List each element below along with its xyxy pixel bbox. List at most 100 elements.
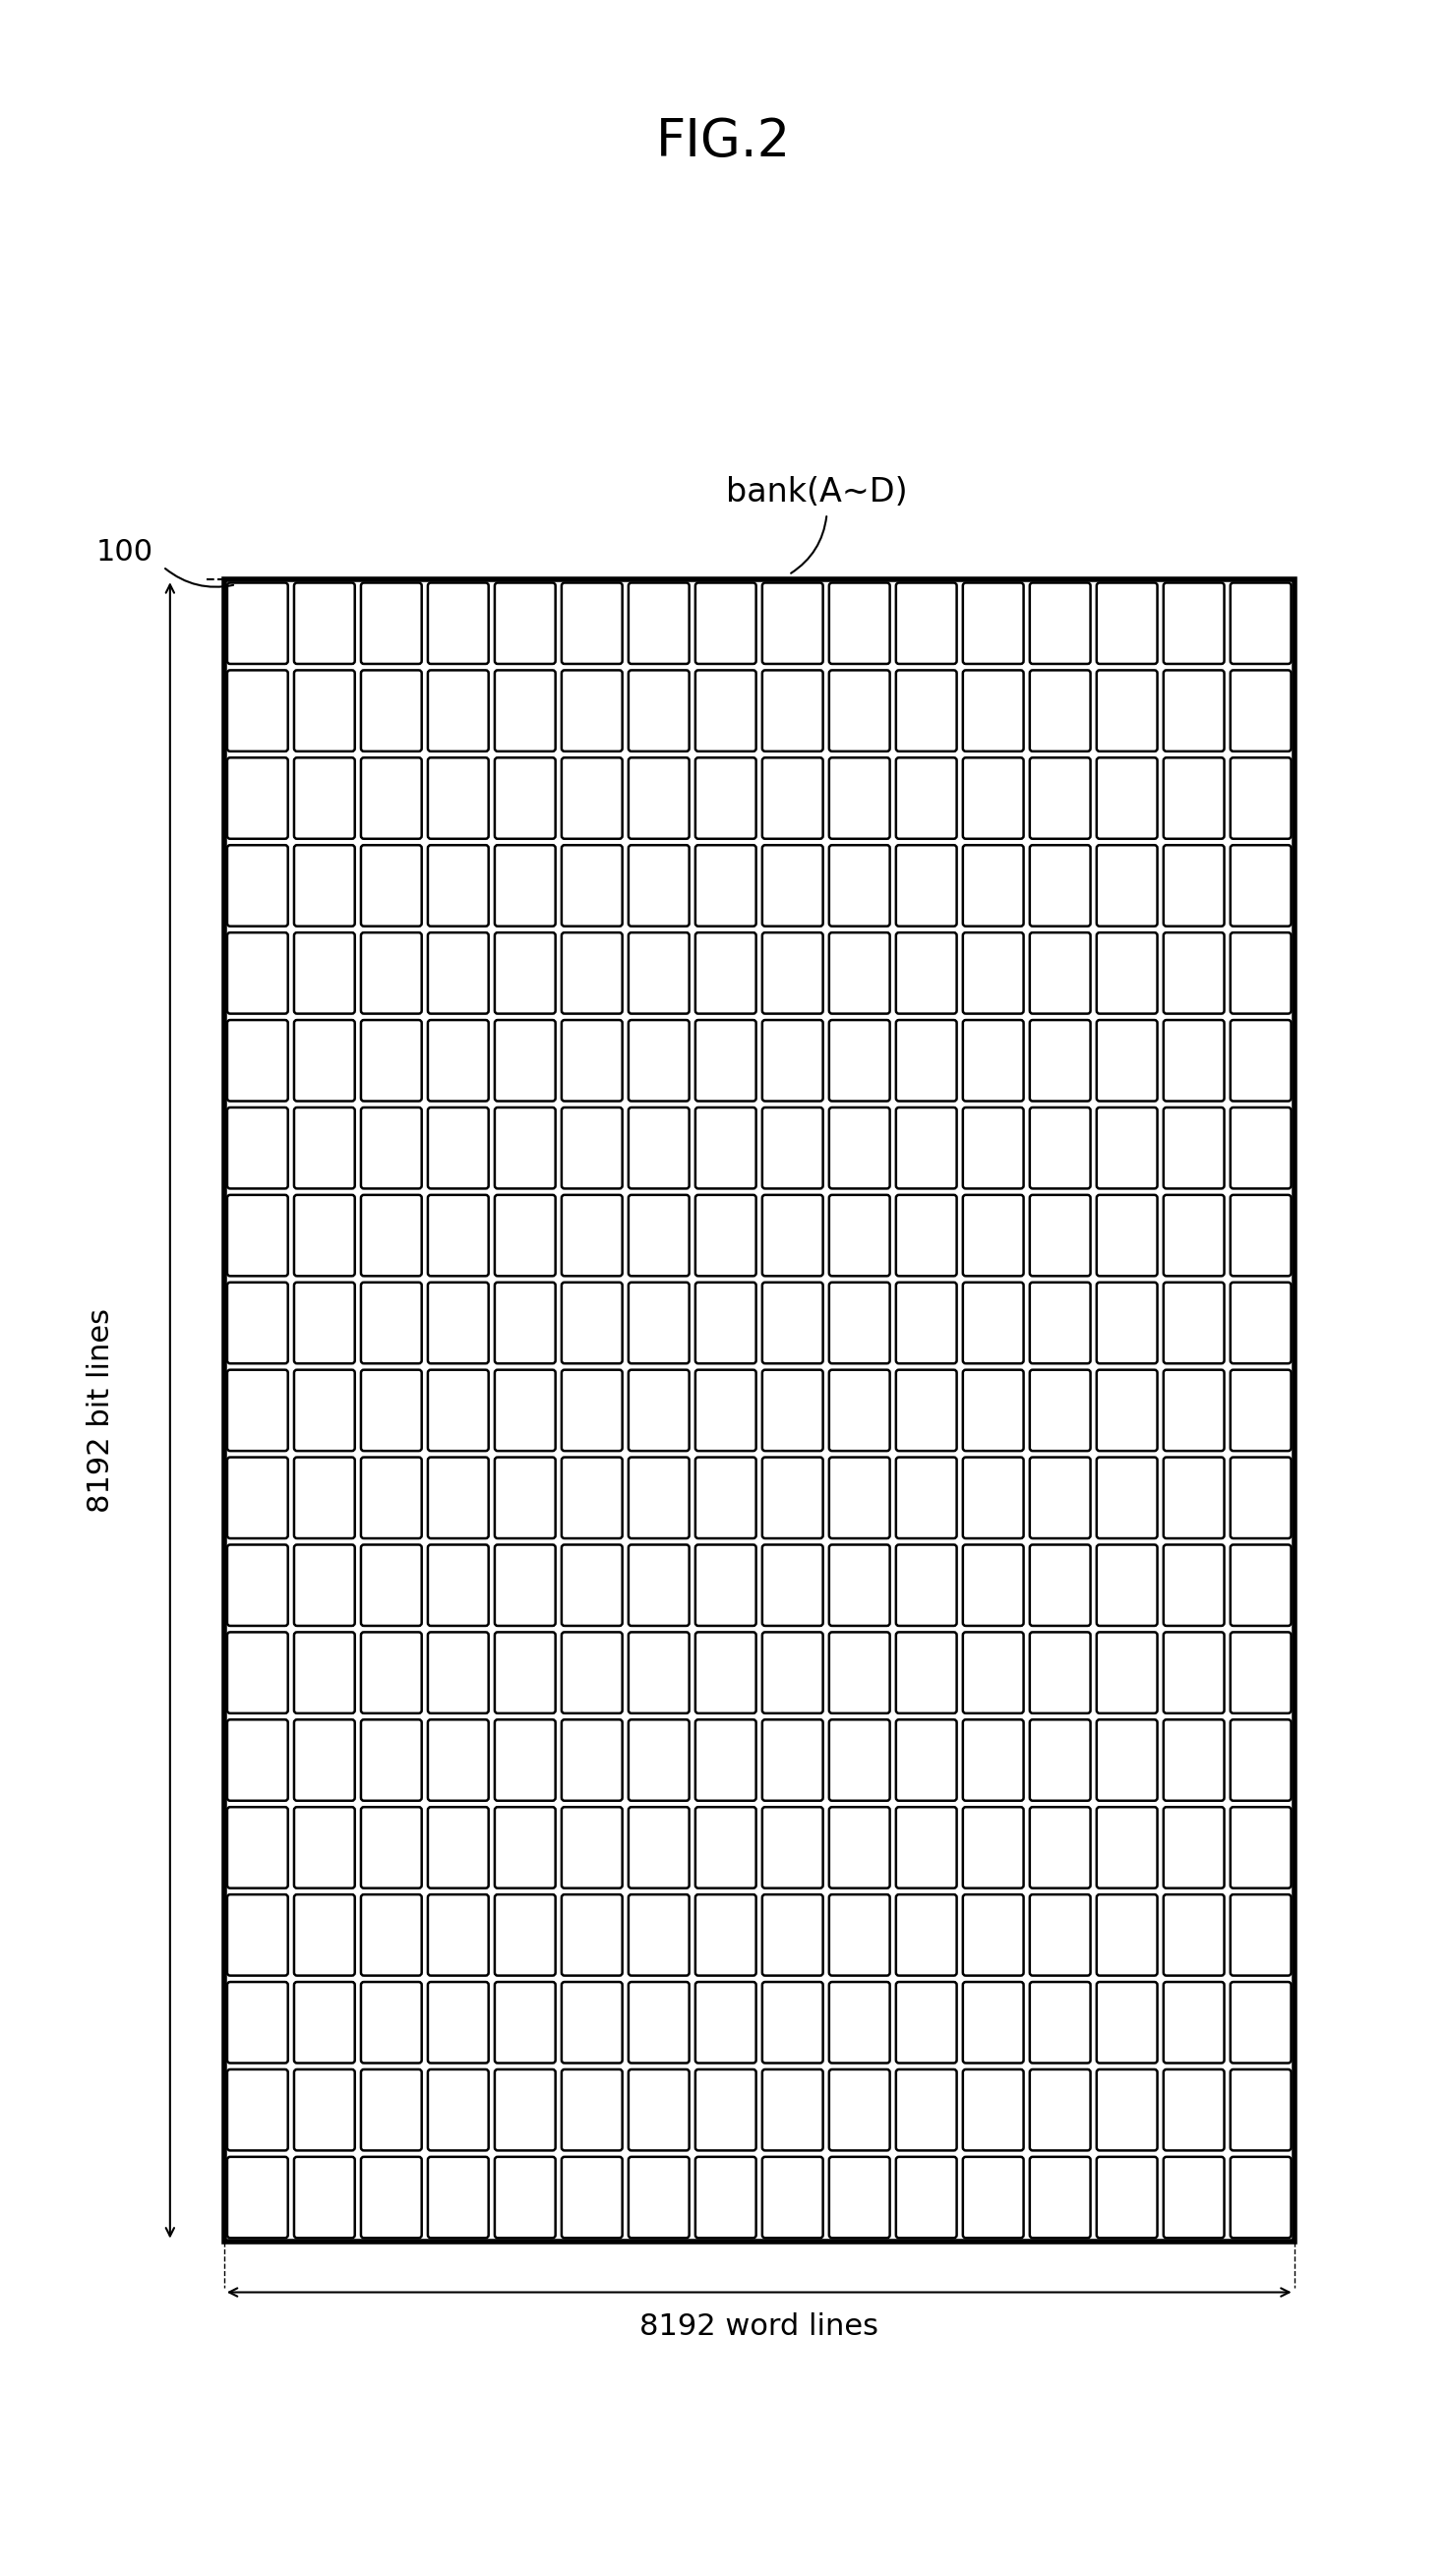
FancyBboxPatch shape bbox=[561, 582, 622, 665]
FancyBboxPatch shape bbox=[963, 670, 1024, 752]
FancyBboxPatch shape bbox=[1231, 757, 1291, 840]
FancyBboxPatch shape bbox=[1096, 1633, 1157, 1713]
FancyBboxPatch shape bbox=[227, 1546, 288, 1625]
FancyBboxPatch shape bbox=[428, 2069, 489, 2151]
FancyBboxPatch shape bbox=[428, 1195, 489, 1275]
FancyBboxPatch shape bbox=[1030, 1893, 1090, 1976]
FancyBboxPatch shape bbox=[963, 1108, 1024, 1188]
FancyBboxPatch shape bbox=[897, 2069, 957, 2151]
FancyBboxPatch shape bbox=[963, 933, 1024, 1015]
FancyBboxPatch shape bbox=[561, 670, 622, 752]
FancyBboxPatch shape bbox=[294, 1981, 354, 2063]
FancyBboxPatch shape bbox=[1164, 1633, 1225, 1713]
Text: 8192 bit lines: 8192 bit lines bbox=[87, 1309, 116, 1512]
FancyBboxPatch shape bbox=[897, 1546, 957, 1625]
FancyBboxPatch shape bbox=[629, 2156, 690, 2239]
FancyBboxPatch shape bbox=[897, 1370, 957, 1450]
FancyBboxPatch shape bbox=[696, 1721, 756, 1801]
FancyBboxPatch shape bbox=[227, 1020, 288, 1100]
FancyBboxPatch shape bbox=[963, 757, 1024, 840]
FancyBboxPatch shape bbox=[1164, 1108, 1225, 1188]
FancyBboxPatch shape bbox=[1096, 1721, 1157, 1801]
FancyBboxPatch shape bbox=[362, 1283, 422, 1363]
FancyBboxPatch shape bbox=[362, 1721, 422, 1801]
FancyBboxPatch shape bbox=[227, 1108, 288, 1188]
FancyBboxPatch shape bbox=[829, 1195, 889, 1275]
FancyBboxPatch shape bbox=[696, 1370, 756, 1450]
FancyBboxPatch shape bbox=[428, 1893, 489, 1976]
FancyBboxPatch shape bbox=[495, 1981, 555, 2063]
FancyBboxPatch shape bbox=[495, 1020, 555, 1100]
FancyBboxPatch shape bbox=[762, 2156, 823, 2239]
FancyBboxPatch shape bbox=[963, 1195, 1024, 1275]
FancyBboxPatch shape bbox=[897, 845, 957, 927]
FancyBboxPatch shape bbox=[696, 1108, 756, 1188]
FancyBboxPatch shape bbox=[294, 1893, 354, 1976]
FancyBboxPatch shape bbox=[495, 2156, 555, 2239]
FancyBboxPatch shape bbox=[696, 845, 756, 927]
FancyBboxPatch shape bbox=[1030, 1721, 1090, 1801]
FancyBboxPatch shape bbox=[1096, 933, 1157, 1015]
FancyBboxPatch shape bbox=[294, 1721, 354, 1801]
FancyBboxPatch shape bbox=[1164, 1981, 1225, 2063]
FancyBboxPatch shape bbox=[963, 1721, 1024, 1801]
FancyBboxPatch shape bbox=[963, 1283, 1024, 1363]
FancyBboxPatch shape bbox=[963, 2069, 1024, 2151]
FancyBboxPatch shape bbox=[762, 2069, 823, 2151]
FancyBboxPatch shape bbox=[227, 1981, 288, 2063]
FancyBboxPatch shape bbox=[696, 1806, 756, 1888]
FancyBboxPatch shape bbox=[1231, 1283, 1291, 1363]
FancyBboxPatch shape bbox=[495, 1370, 555, 1450]
FancyBboxPatch shape bbox=[1096, 1981, 1157, 2063]
FancyBboxPatch shape bbox=[829, 1981, 889, 2063]
FancyBboxPatch shape bbox=[428, 1370, 489, 1450]
FancyBboxPatch shape bbox=[294, 1633, 354, 1713]
FancyBboxPatch shape bbox=[963, 1458, 1024, 1538]
FancyBboxPatch shape bbox=[1030, 1806, 1090, 1888]
FancyBboxPatch shape bbox=[1164, 757, 1225, 840]
FancyBboxPatch shape bbox=[362, 1893, 422, 1976]
FancyBboxPatch shape bbox=[762, 845, 823, 927]
FancyBboxPatch shape bbox=[561, 2156, 622, 2239]
FancyBboxPatch shape bbox=[1231, 1370, 1291, 1450]
FancyBboxPatch shape bbox=[897, 1283, 957, 1363]
FancyBboxPatch shape bbox=[696, 670, 756, 752]
FancyBboxPatch shape bbox=[762, 1893, 823, 1976]
FancyBboxPatch shape bbox=[1030, 845, 1090, 927]
FancyBboxPatch shape bbox=[495, 1546, 555, 1625]
FancyBboxPatch shape bbox=[362, 670, 422, 752]
FancyBboxPatch shape bbox=[1164, 933, 1225, 1015]
FancyBboxPatch shape bbox=[1030, 2069, 1090, 2151]
FancyBboxPatch shape bbox=[963, 1806, 1024, 1888]
FancyBboxPatch shape bbox=[1030, 1020, 1090, 1100]
FancyBboxPatch shape bbox=[294, 2156, 354, 2239]
FancyBboxPatch shape bbox=[762, 1283, 823, 1363]
FancyBboxPatch shape bbox=[897, 670, 957, 752]
FancyBboxPatch shape bbox=[428, 670, 489, 752]
FancyBboxPatch shape bbox=[362, 2156, 422, 2239]
FancyBboxPatch shape bbox=[227, 1806, 288, 1888]
FancyBboxPatch shape bbox=[495, 1806, 555, 1888]
FancyBboxPatch shape bbox=[227, 1370, 288, 1450]
FancyBboxPatch shape bbox=[963, 1893, 1024, 1976]
FancyBboxPatch shape bbox=[1030, 757, 1090, 840]
FancyBboxPatch shape bbox=[362, 1806, 422, 1888]
FancyBboxPatch shape bbox=[294, 933, 354, 1015]
FancyBboxPatch shape bbox=[696, 582, 756, 665]
FancyBboxPatch shape bbox=[1096, 1806, 1157, 1888]
FancyBboxPatch shape bbox=[1231, 845, 1291, 927]
FancyBboxPatch shape bbox=[227, 845, 288, 927]
FancyBboxPatch shape bbox=[629, 1981, 690, 2063]
FancyBboxPatch shape bbox=[495, 1195, 555, 1275]
FancyBboxPatch shape bbox=[362, 1020, 422, 1100]
FancyBboxPatch shape bbox=[428, 2156, 489, 2239]
FancyBboxPatch shape bbox=[829, 2069, 889, 2151]
FancyBboxPatch shape bbox=[696, 1981, 756, 2063]
FancyBboxPatch shape bbox=[495, 757, 555, 840]
FancyBboxPatch shape bbox=[1030, 670, 1090, 752]
FancyBboxPatch shape bbox=[829, 1283, 889, 1363]
FancyBboxPatch shape bbox=[227, 1458, 288, 1538]
FancyBboxPatch shape bbox=[1231, 1981, 1291, 2063]
FancyBboxPatch shape bbox=[897, 1721, 957, 1801]
FancyBboxPatch shape bbox=[428, 1458, 489, 1538]
